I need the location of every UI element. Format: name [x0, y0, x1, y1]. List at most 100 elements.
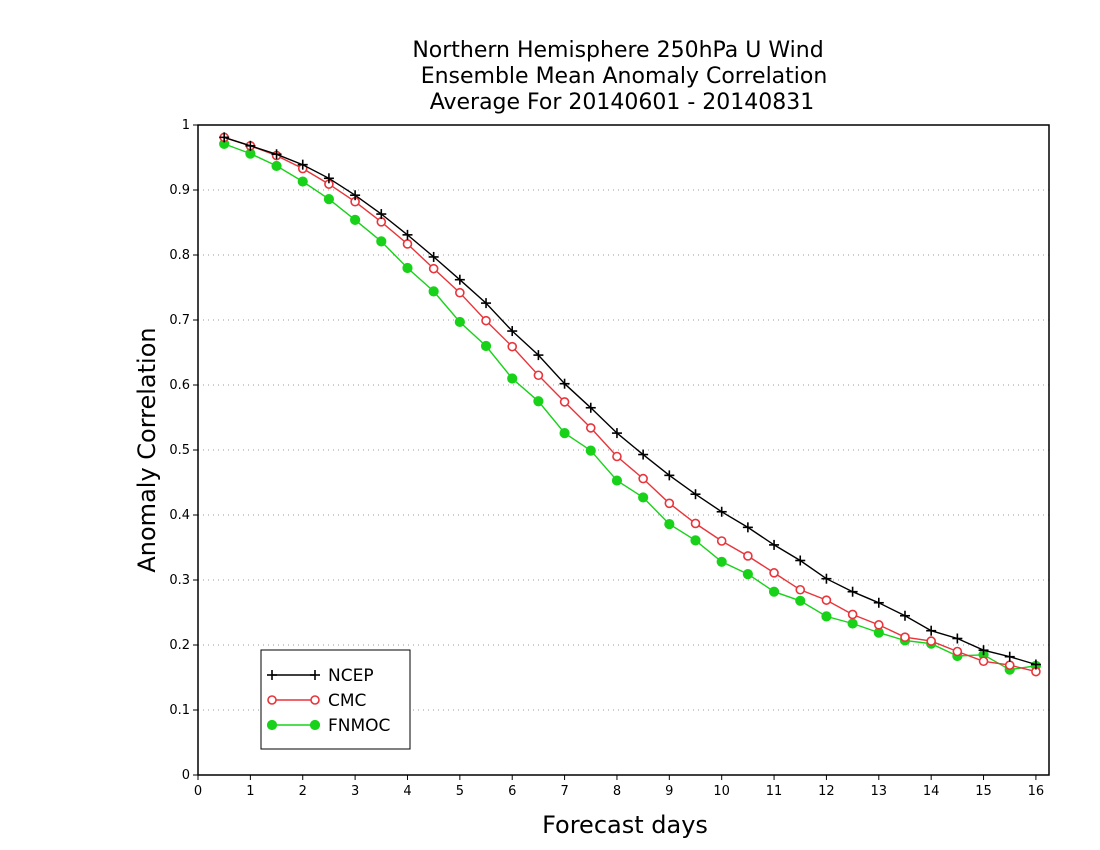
data-point-cmc	[585, 423, 596, 433]
y-tick-label: 0	[182, 768, 190, 783]
chart-title-line-1: Northern Hemisphere 250hPa U Wind	[412, 38, 823, 63]
data-point-cmc	[769, 568, 779, 578]
y-axis-label: Anomaly Correlation	[133, 327, 161, 572]
y-axis: 0 0.1 0.2 0.3 0.4 0.5 0.6 0.7 0.8 0.9 1	[169, 118, 198, 783]
x-axis: 0 1 2 3 4 5 6 7 8 9 10 11 12 13 14 15 16	[194, 775, 1044, 799]
data-point-cmc	[402, 239, 413, 249]
y-tick-label: 0.3	[169, 573, 190, 588]
series-cmc	[219, 132, 1041, 677]
data-point-ncep	[690, 489, 701, 500]
data-point-cmc	[926, 636, 936, 646]
data-point-fnmoc	[742, 569, 753, 580]
y-tick-label: 0.1	[169, 703, 190, 718]
data-point-fnmoc	[716, 556, 727, 567]
data-point-cmc	[847, 609, 858, 620]
legend-marker	[310, 670, 320, 680]
data-point-fnmoc	[559, 428, 570, 439]
data-point-ncep	[847, 586, 858, 597]
data-point-fnmoc	[350, 214, 361, 225]
data-point-cmc	[664, 498, 675, 509]
data-point-cmc	[900, 632, 910, 643]
data-point-ncep	[559, 378, 570, 389]
data-point-ncep	[742, 522, 753, 533]
data-point-cmc	[1004, 660, 1015, 670]
x-tick-label: 7	[560, 784, 568, 799]
legend: NCEP CMC FNMOC	[260, 649, 411, 750]
y-tick-label: 0.6	[169, 378, 190, 393]
data-point-ncep	[795, 555, 806, 566]
data-point-cmc	[795, 584, 806, 595]
data-point-fnmoc	[611, 475, 623, 486]
data-point-ncep	[323, 173, 334, 184]
y-tick-label: 1	[182, 118, 190, 133]
y-tick-label: 0.7	[169, 313, 190, 328]
y-tick-label: 0.9	[169, 183, 190, 198]
data-point-ncep	[899, 610, 910, 621]
y-tick-label: 0.4	[169, 508, 190, 523]
series-line-ncep	[223, 136, 1037, 666]
data-point-fnmoc	[690, 535, 701, 546]
x-tick-label: 10	[713, 784, 730, 799]
x-tick-label: 0	[194, 784, 202, 799]
data-point-ncep	[245, 140, 256, 151]
x-axis-label: Forecast days	[542, 811, 708, 839]
legend-label: NCEP	[328, 666, 374, 686]
data-point-cmc	[952, 646, 963, 657]
data-point-ncep	[1030, 659, 1041, 670]
legend-label: FNMOC	[328, 716, 390, 736]
x-tick-label: 15	[975, 784, 992, 799]
legend-marker	[267, 695, 277, 705]
x-tick-label: 9	[665, 784, 673, 799]
data-point-fnmoc	[480, 340, 492, 352]
data-point-ncep	[664, 470, 675, 481]
data-point-ncep	[716, 506, 727, 517]
x-tick-label: 2	[299, 784, 307, 799]
chart-title-line-2: Ensemble Mean Anomaly Correlation	[421, 64, 828, 89]
x-tick-label: 4	[403, 784, 411, 799]
legend-marker	[266, 719, 278, 731]
data-point-cmc	[428, 263, 439, 274]
data-point-ncep	[821, 573, 832, 584]
x-tick-label: 16	[1028, 784, 1045, 799]
x-tick-label: 11	[766, 784, 783, 799]
data-point-ncep	[873, 597, 884, 608]
data-point-ncep	[350, 190, 361, 201]
data-point-fnmoc	[507, 373, 518, 384]
data-point-cmc	[716, 536, 727, 546]
data-point-cmc	[507, 341, 518, 352]
legend-marker	[267, 670, 277, 680]
data-point-ncep	[219, 132, 230, 143]
data-point-fnmoc	[847, 618, 858, 629]
data-point-ncep	[481, 298, 492, 309]
x-tick-label: 14	[923, 784, 940, 799]
legend-entry-ncep: NCEP	[267, 666, 374, 686]
x-tick-label: 12	[818, 784, 835, 799]
data-point-cmc	[455, 287, 465, 298]
data-point-ncep	[271, 149, 282, 160]
chart-title: Northern Hemisphere 250hPa U Wind Ensemb…	[412, 38, 827, 115]
x-tick-label: 5	[456, 784, 464, 799]
series-line-fnmoc	[223, 143, 1037, 671]
data-point-cmc	[481, 315, 491, 326]
data-point-fnmoc	[638, 492, 649, 503]
data-point-cmc	[533, 370, 544, 381]
data-point-fnmoc	[323, 194, 335, 205]
data-point-fnmoc	[428, 286, 439, 297]
data-point-fnmoc	[821, 611, 832, 622]
data-point-fnmoc	[768, 586, 780, 597]
legend-entry-fnmoc: FNMOC	[266, 716, 390, 736]
data-point-ncep	[769, 539, 780, 550]
data-point-cmc	[612, 451, 622, 462]
data-point-cmc	[821, 595, 832, 605]
data-point-fnmoc	[271, 160, 282, 172]
data-point-ncep	[611, 428, 622, 439]
data-point-cmc	[638, 473, 648, 484]
data-point-fnmoc	[795, 595, 806, 606]
data-point-cmc	[873, 620, 884, 630]
legend-marker	[310, 695, 320, 705]
data-point-ncep	[978, 645, 989, 656]
x-tick-label: 13	[871, 784, 888, 799]
data-point-fnmoc	[533, 396, 544, 407]
data-point-ncep	[507, 326, 518, 337]
